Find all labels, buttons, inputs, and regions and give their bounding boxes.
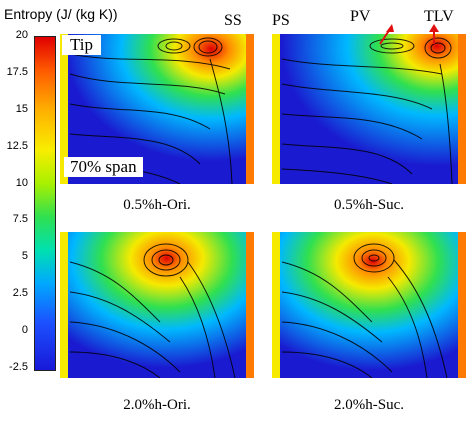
colorbar-tick-label: 7.5 [12, 213, 28, 226]
contour-panel-bottom-right [272, 232, 466, 378]
legend-title: Entropy (J/ (kg K)) [4, 6, 118, 22]
colorbar-tick-label: -2.5 [9, 361, 28, 373]
ss-label: SS [224, 12, 242, 29]
colorbar-tick-label: 0 [21, 324, 28, 337]
colorbar-tick-label: 17.5 [6, 65, 28, 78]
colorbar-tick-label: 15 [15, 102, 28, 115]
caption-top-right: 0.5%h-Suc. [334, 197, 404, 213]
pv-label: PV [350, 8, 371, 25]
colorbar-tick-label: 20 [15, 29, 28, 41]
contour-panel-bottom-left [60, 232, 254, 378]
caption-bottom-left: 2.0%h-Ori. [123, 397, 191, 413]
contour-panel-top-right [272, 34, 466, 184]
ps-label: PS [272, 12, 290, 29]
colorbar [34, 36, 56, 371]
tlv-label: TLV [424, 8, 454, 25]
span-label: 70% span [64, 157, 143, 177]
colorbar-tick-label: 5 [21, 250, 28, 263]
caption-bottom-right: 2.0%h-Suc. [334, 397, 404, 413]
colorbar-tick-label: 2.5 [12, 287, 28, 300]
tip-label: Tip [62, 35, 102, 55]
pointer-arrows [379, 24, 439, 45]
caption-top-left: 0.5%h-Ori. [123, 197, 191, 213]
colorbar-tick-label: 12.5 [6, 139, 28, 152]
colorbar-tick-label: 10 [15, 176, 28, 189]
